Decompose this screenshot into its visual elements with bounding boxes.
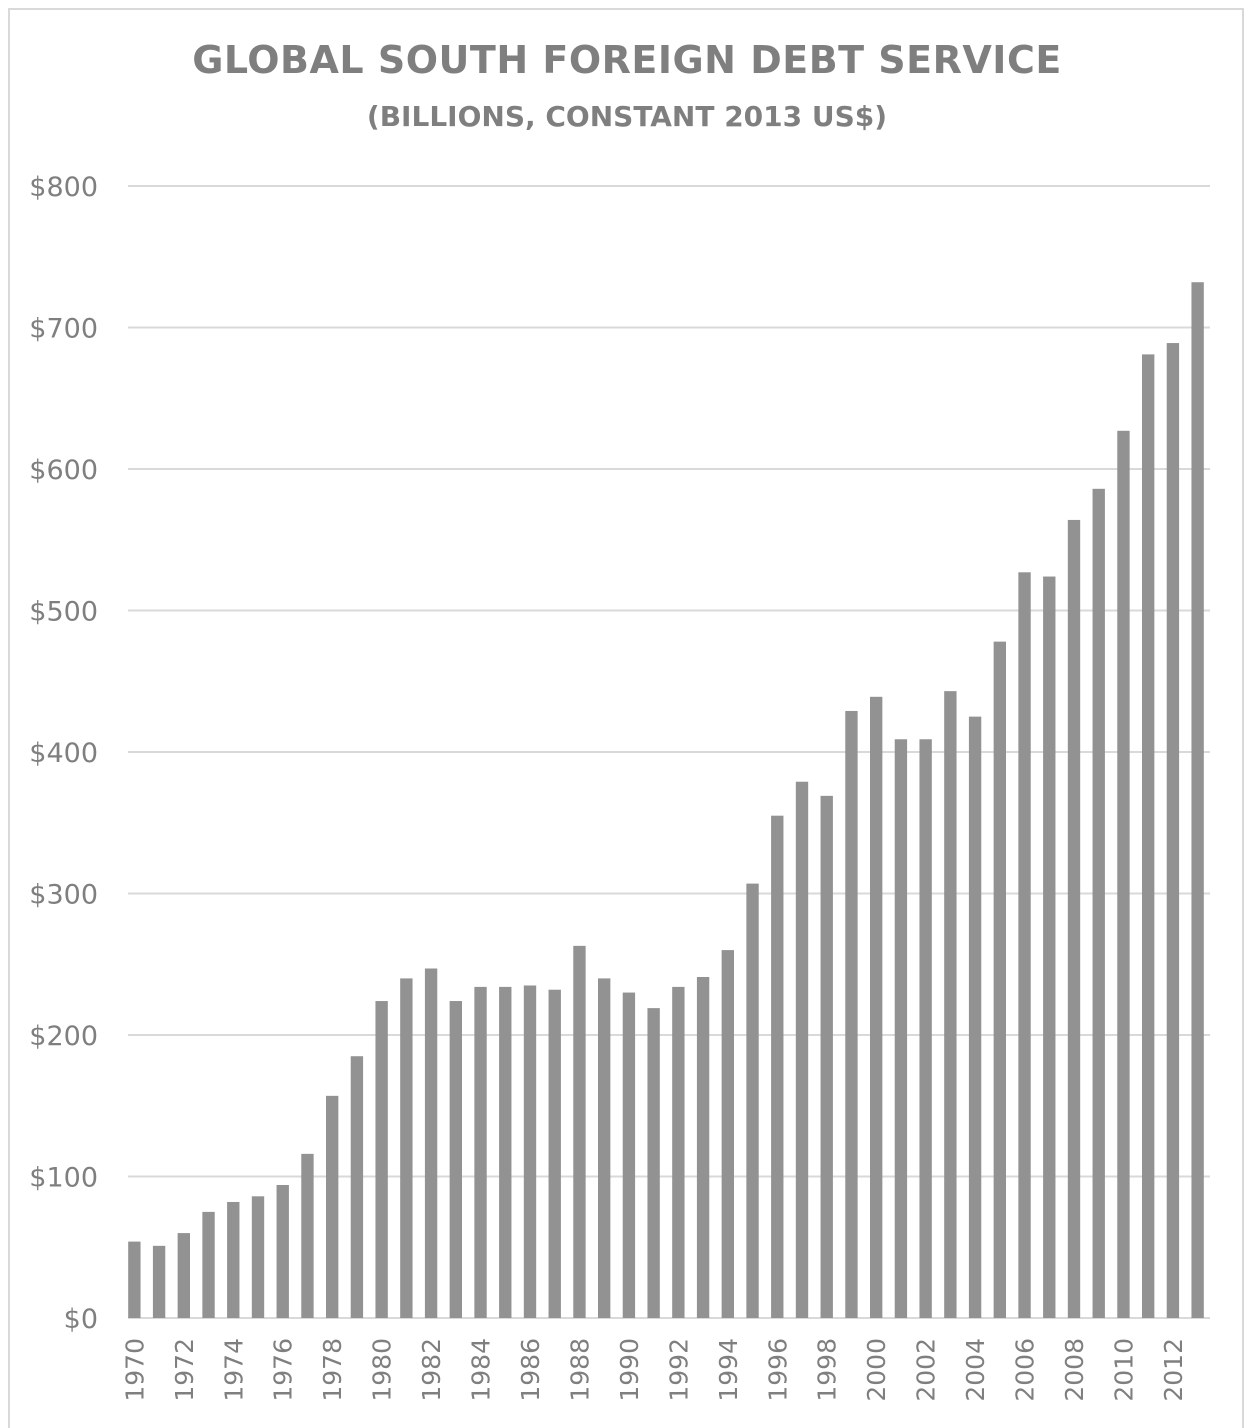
x-tick-label: 1988 — [565, 1338, 594, 1402]
chart-subtitle: (BILLIONS, CONSTANT 2013 US$) — [366, 100, 888, 133]
bars — [128, 282, 1204, 1319]
x-tick-label: 2002 — [912, 1338, 941, 1402]
y-tick-label: $500 — [29, 597, 98, 628]
bar-1978 — [326, 1095, 339, 1318]
bar-1988 — [573, 945, 586, 1318]
x-tick-label: 1994 — [714, 1338, 743, 1402]
bar-1976 — [276, 1184, 289, 1318]
bar-1977 — [301, 1153, 314, 1318]
bar-2002 — [919, 739, 932, 1318]
x-tick-label: 1990 — [615, 1338, 644, 1402]
bar-2008 — [1067, 519, 1081, 1318]
x-axis-labels: 1970 1972 1974 1976 1978 1980 1982 1984 1986 1988… — [120, 1338, 1188, 1402]
y-tick-label: $100 — [29, 1163, 98, 1194]
y-axis-labels: $0 $100 $200 $300 $400 $500 $600 $700 $800 — [29, 172, 98, 1335]
bar-1996 — [771, 815, 784, 1318]
bar-1995 — [746, 883, 759, 1318]
bar-1971 — [152, 1245, 166, 1318]
x-tick-label: 1978 — [318, 1338, 347, 1402]
x-tick-label: 2000 — [862, 1338, 891, 1402]
x-tick-label: 1982 — [417, 1338, 446, 1402]
bar-2011 — [1142, 354, 1155, 1318]
y-tick-label: $600 — [29, 455, 98, 486]
x-tick-label: 1986 — [516, 1338, 545, 1402]
y-tick-label: $700 — [29, 314, 98, 345]
bar-1998 — [820, 795, 833, 1318]
y-tick-label: $200 — [29, 1021, 98, 1052]
x-tick-label: 2004 — [961, 1338, 990, 1402]
bar-2003 — [944, 691, 957, 1318]
bar-1975 — [251, 1196, 265, 1318]
x-tick-label: 2008 — [1060, 1338, 1089, 1402]
x-tick-label: 1974 — [219, 1338, 248, 1402]
bar-1979 — [350, 1056, 364, 1318]
bar-1999 — [845, 710, 858, 1318]
bar-1986 — [523, 985, 537, 1318]
bar-2005 — [993, 641, 1006, 1318]
x-tick-label: 1984 — [467, 1338, 496, 1402]
bar-1985 — [499, 986, 512, 1318]
bar-1989 — [598, 978, 611, 1318]
bar-1991 — [647, 1008, 660, 1318]
bar-1981 — [400, 978, 413, 1318]
x-tick-label: 1998 — [813, 1338, 842, 1402]
bar-1993 — [696, 976, 710, 1318]
chart-title: GLOBAL SOUTH FOREIGN DEBT SERVICE — [192, 38, 1062, 82]
bar-1972 — [177, 1233, 190, 1318]
x-tick-label: 1972 — [170, 1338, 199, 1402]
y-tick-label: $300 — [29, 880, 98, 911]
bar-1973 — [202, 1211, 215, 1318]
bar-1997 — [795, 781, 809, 1318]
bar-2006 — [1018, 572, 1031, 1318]
bar-1987 — [548, 989, 561, 1318]
x-tick-label: 2006 — [1011, 1338, 1040, 1402]
bar-2009 — [1092, 488, 1105, 1318]
bar-1994 — [721, 950, 734, 1318]
x-tick-label: 1992 — [664, 1338, 693, 1402]
bar-1974 — [227, 1201, 240, 1318]
bar-1980 — [375, 1001, 388, 1318]
bar-2004 — [968, 716, 982, 1318]
bar-2000 — [870, 696, 883, 1318]
bar-1983 — [449, 1001, 462, 1318]
bar-1990 — [622, 992, 636, 1318]
x-tick-label: 2012 — [1159, 1338, 1188, 1402]
x-tick-label: 1996 — [763, 1338, 792, 1402]
bar-2001 — [894, 739, 908, 1318]
x-tick-label: 1976 — [269, 1338, 298, 1402]
bar-1982 — [424, 968, 438, 1318]
y-tick-label: $0 — [64, 1304, 98, 1335]
bar-2010 — [1117, 430, 1130, 1318]
bar-2012 — [1166, 343, 1180, 1318]
bar-1992 — [672, 986, 685, 1318]
y-tick-label: $400 — [29, 738, 98, 769]
bar-2007 — [1043, 576, 1056, 1318]
x-tick-label: 1980 — [368, 1338, 397, 1402]
x-tick-label: 2010 — [1109, 1338, 1138, 1402]
bar-1984 — [474, 986, 487, 1318]
bar-1970 — [128, 1241, 141, 1318]
x-tick-label: 1970 — [120, 1338, 149, 1402]
y-tick-label: $800 — [29, 172, 98, 203]
bar-2013 — [1191, 282, 1204, 1319]
